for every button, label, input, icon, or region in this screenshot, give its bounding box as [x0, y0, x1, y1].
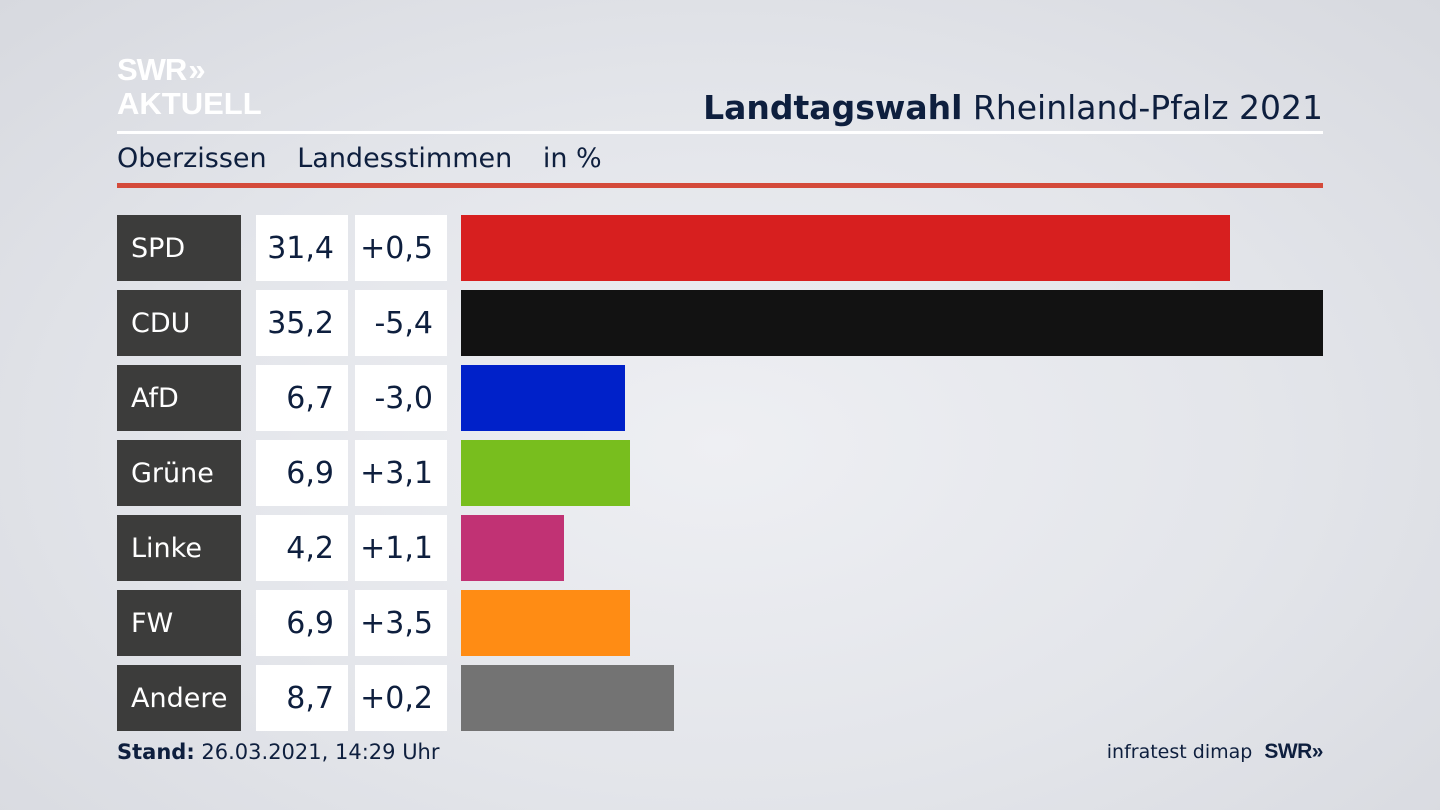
- result-row: Grüne 6,9 +3,1: [117, 440, 1323, 506]
- subtitle-place: Oberzissen: [117, 143, 267, 174]
- bar-fw: [461, 590, 630, 656]
- change-label: +3,1: [355, 440, 447, 506]
- change-label: +0,5: [355, 215, 447, 281]
- accent-divider: [117, 183, 1323, 188]
- source-label: infratest dimap: [1106, 741, 1253, 763]
- party-label: SPD: [117, 215, 241, 281]
- bar-cdu: [461, 290, 1323, 356]
- party-label: Linke: [117, 515, 241, 581]
- vote-share-label: 4,2: [256, 515, 348, 581]
- change-label: -5,4: [355, 290, 447, 356]
- result-row: CDU 35,2 -5,4: [117, 290, 1323, 356]
- timestamp: Stand: 26.03.2021, 14:29 Uhr: [117, 740, 440, 764]
- subtitle-measure: Landesstimmen: [297, 143, 513, 174]
- source-credit: infratest dimap SWR»: [1106, 740, 1324, 764]
- swr-brand-icon: SWR»: [1264, 740, 1323, 763]
- logo-aktuell: AKTUELL: [117, 86, 262, 121]
- bar-afd: [461, 365, 625, 431]
- chart-subtitle: Oberzissen Landesstimmen in %: [117, 143, 624, 174]
- change-label: +3,5: [355, 590, 447, 656]
- bar-linke: [461, 515, 564, 581]
- logo-chevrons-icon: »: [188, 52, 205, 87]
- stand-value: 26.03.2021, 14:29 Uhr: [201, 740, 440, 764]
- result-row: Andere 8,7 +0,2: [117, 665, 1323, 731]
- bar-spd: [461, 215, 1230, 281]
- result-row: FW 6,9 +3,5: [117, 590, 1323, 656]
- subtitle-unit: in %: [542, 143, 602, 174]
- vote-share-label: 35,2: [256, 290, 348, 356]
- vote-share-label: 6,9: [256, 440, 348, 506]
- swr-aktuell-logo: SWR» AKTUELL: [117, 54, 262, 119]
- change-label: -3,0: [355, 365, 447, 431]
- party-label: Grüne: [117, 440, 241, 506]
- result-row: SPD 31,4 +0,5: [117, 215, 1323, 281]
- bar-andere: [461, 665, 674, 731]
- party-label: Andere: [117, 665, 241, 731]
- party-label: CDU: [117, 290, 241, 356]
- party-label: AfD: [117, 365, 241, 431]
- title-rest: Rheinland-Pfalz 2021: [972, 88, 1323, 127]
- result-row: AfD 6,7 -3,0: [117, 365, 1323, 431]
- logo-swr: SWR: [117, 52, 187, 87]
- page-title: Landtagswahl Rheinland-Pfalz 2021: [703, 88, 1323, 127]
- vote-share-label: 8,7: [256, 665, 348, 731]
- header-divider: [117, 131, 1323, 134]
- vote-share-label: 6,7: [256, 365, 348, 431]
- result-row: Linke 4,2 +1,1: [117, 515, 1323, 581]
- vote-share-label: 6,9: [256, 590, 348, 656]
- stand-label: Stand:: [117, 740, 195, 764]
- vote-share-label: 31,4: [256, 215, 348, 281]
- change-label: +1,1: [355, 515, 447, 581]
- change-label: +0,2: [355, 665, 447, 731]
- bar-gr-ne: [461, 440, 630, 506]
- title-bold: Landtagswahl: [703, 88, 963, 127]
- party-label: FW: [117, 590, 241, 656]
